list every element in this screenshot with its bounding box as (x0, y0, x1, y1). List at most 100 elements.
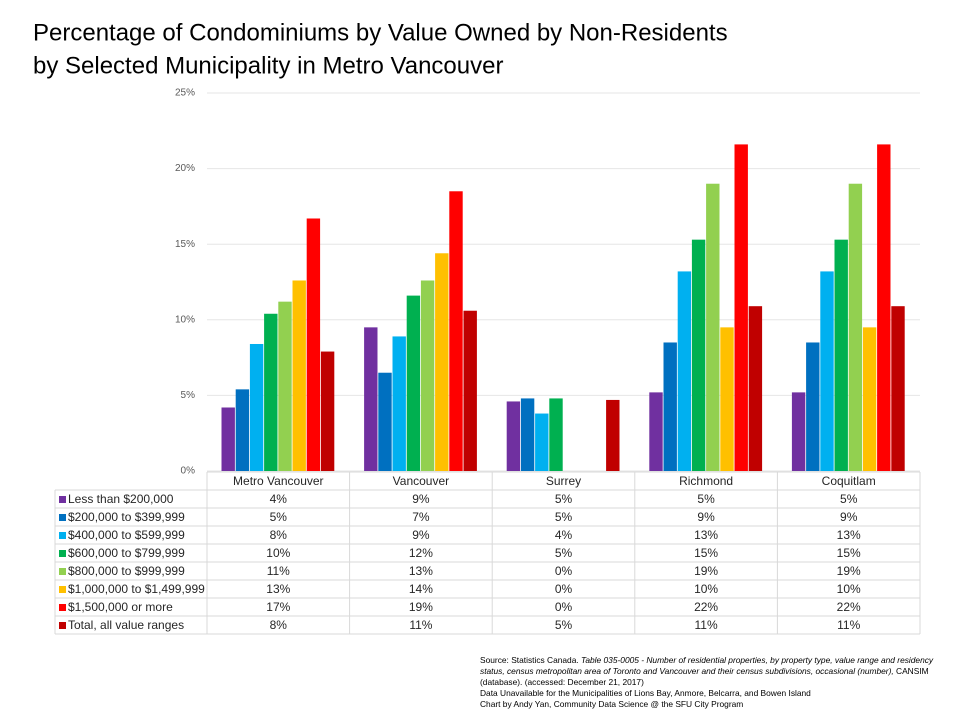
data-label: 9% (412, 492, 430, 506)
data-label: 5% (270, 510, 288, 524)
bar (535, 413, 549, 471)
bar (606, 399, 620, 471)
data-label: 11% (267, 564, 290, 578)
data-label: 13% (266, 582, 290, 596)
y-tick-label: 20% (175, 163, 195, 174)
legend-swatch (59, 550, 66, 557)
bar (378, 372, 392, 471)
legend-label: $1,000,000 to $1,499,999 (68, 582, 205, 596)
bar (449, 191, 463, 471)
data-label: 13% (409, 564, 433, 578)
y-tick-label: 5% (181, 390, 196, 401)
data-label: 9% (412, 528, 430, 542)
data-label: 9% (697, 510, 715, 524)
data-label: 5% (840, 492, 858, 506)
bar (249, 343, 264, 471)
x-tick-label: Vancouver (393, 474, 449, 488)
data-label: 9% (840, 510, 858, 524)
data-label: 5% (697, 492, 715, 506)
chart-title: by Selected Municipality in Metro Vancou… (33, 52, 503, 79)
source: Table 035-0005 - Number of residential p… (480, 655, 934, 676)
x-tick-label: Richmond (679, 474, 733, 488)
chart-title: Percentage of Condominiums by Value Owne… (33, 19, 728, 46)
data-label: 17% (266, 600, 290, 614)
data-label: 10% (694, 582, 718, 596)
note: Chart by Andy Yan, Community Data Scienc… (480, 699, 744, 709)
x-tick-label: Surrey (546, 474, 581, 488)
data-label: 0% (555, 600, 573, 614)
legend-swatch (59, 496, 66, 503)
data-label: 22% (694, 600, 718, 614)
data-label: 0% (555, 564, 573, 578)
bar (877, 144, 891, 471)
bar (435, 253, 449, 471)
bar (549, 398, 563, 471)
bar (691, 239, 706, 471)
bar (820, 271, 834, 471)
bar (235, 389, 250, 471)
data-label: 22% (837, 600, 861, 614)
data-label: 19% (409, 600, 433, 614)
legend-swatch (59, 532, 66, 539)
data-label: 8% (270, 528, 288, 542)
source: CANSIM (database). (accessed: December 2… (480, 666, 929, 687)
data-label: 5% (555, 546, 573, 560)
data-label: 10% (266, 546, 290, 560)
data-label: 19% (694, 564, 718, 578)
legend-swatch (59, 622, 66, 629)
legend-swatch (59, 604, 66, 611)
data-label: 0% (555, 582, 573, 596)
data-label: 11% (409, 618, 432, 632)
bar (791, 392, 806, 471)
bar (748, 306, 763, 471)
legend-swatch (59, 568, 66, 575)
data-label: 5% (555, 492, 573, 506)
source: Source: Statistics Canada. (480, 655, 582, 665)
bar (677, 271, 692, 471)
bar (364, 327, 378, 471)
bar (520, 398, 535, 471)
bar (221, 407, 235, 471)
bar (306, 218, 321, 471)
bar (706, 183, 720, 471)
bar (806, 342, 820, 471)
y-tick-label: 0% (181, 466, 196, 477)
bar (734, 144, 748, 471)
legend-swatch (59, 514, 66, 521)
bar (848, 183, 863, 471)
source-note: Source: Statistics Canada. Table 035-000… (480, 655, 950, 710)
data-label: 4% (555, 528, 573, 542)
bar (320, 351, 335, 471)
bar (463, 310, 477, 471)
data-label: 11% (695, 618, 718, 632)
x-tick-label: Metro Vancouver (233, 474, 324, 488)
bar (649, 392, 663, 471)
data-label: 5% (555, 510, 573, 524)
legend-label: $800,000 to $999,999 (68, 564, 185, 578)
y-tick-label: 15% (175, 239, 195, 250)
legend-label: Total, all value ranges (68, 618, 184, 632)
data-label: 15% (837, 546, 861, 560)
data-label: 19% (837, 564, 861, 578)
data-label: 7% (412, 510, 430, 524)
note: Data Unavailable for the Municipalities … (480, 688, 811, 698)
data-label: 5% (555, 618, 573, 632)
data-label: 13% (694, 528, 718, 542)
legend-label: Less than $200,000 (68, 492, 174, 506)
bar (663, 342, 677, 471)
bar (506, 401, 521, 471)
legend-label: $600,000 to $799,999 (68, 546, 185, 560)
data-label: 8% (270, 618, 288, 632)
bar (406, 295, 421, 471)
bar (264, 313, 278, 471)
data-label: 12% (409, 546, 433, 560)
bar (420, 280, 435, 471)
bar (720, 327, 734, 471)
bar (278, 301, 292, 471)
data-label: 4% (270, 492, 288, 506)
bar (834, 239, 848, 471)
bar (862, 327, 877, 471)
legend-swatch (59, 586, 66, 593)
